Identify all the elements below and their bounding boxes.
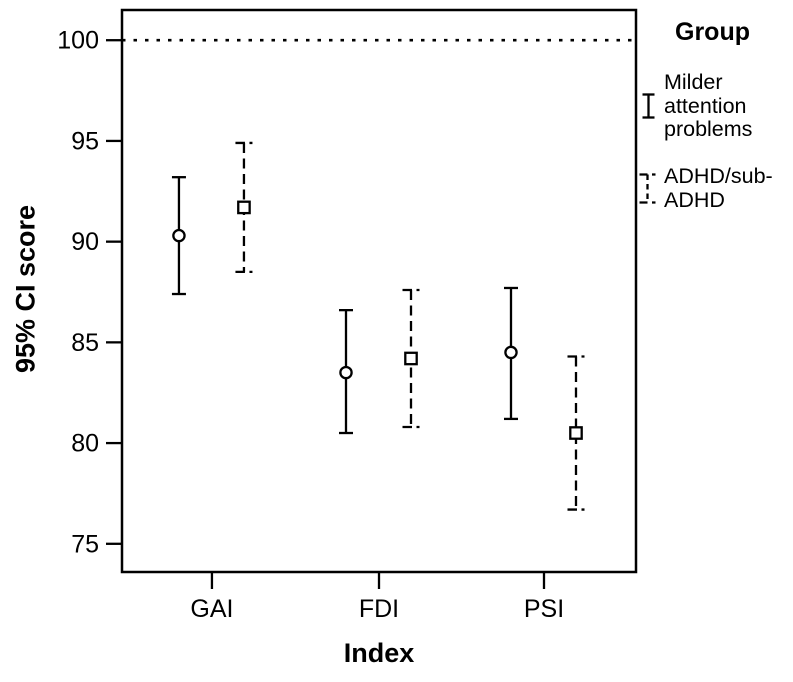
solid-errorbar-icon (642, 93, 655, 119)
legend-title: Group (675, 18, 750, 46)
mean-marker-circle (172, 228, 186, 243)
legend-label-adhd-sub-adhd: ADHD/sub-ADHD (664, 164, 773, 212)
mean-marker-square (569, 426, 583, 440)
y-tick-label: 75 (71, 530, 99, 558)
dashed-errorbar-icon (639, 173, 656, 204)
mean-marker-circle (504, 345, 518, 360)
mean-marker-circle (339, 365, 353, 380)
y-tick-label: 100 (57, 27, 99, 55)
plot-frame (120, 8, 638, 574)
mean-marker-square (237, 200, 251, 215)
x-tick-label: FDI (359, 595, 399, 623)
mean-marker-square (404, 351, 418, 366)
y-tick-label: 85 (71, 329, 99, 357)
legend-item-adhd-sub-adhd: ADHD/sub-ADHD (638, 164, 782, 212)
legend-label-milder-attention-problems: Milder attention problems (664, 70, 753, 141)
x-axis-title: Index (343, 638, 415, 668)
y-tick-label: 80 (71, 430, 99, 458)
x-tick-label: PSI (524, 595, 564, 623)
y-tick-label: 95 (71, 127, 99, 155)
y-tick-label: 90 (71, 228, 99, 256)
legend-item-milder-attention-problems: Milder attention problems (640, 70, 782, 142)
y-axis-title: 95% CI score (10, 204, 41, 374)
x-tick-label: GAI (190, 595, 233, 623)
